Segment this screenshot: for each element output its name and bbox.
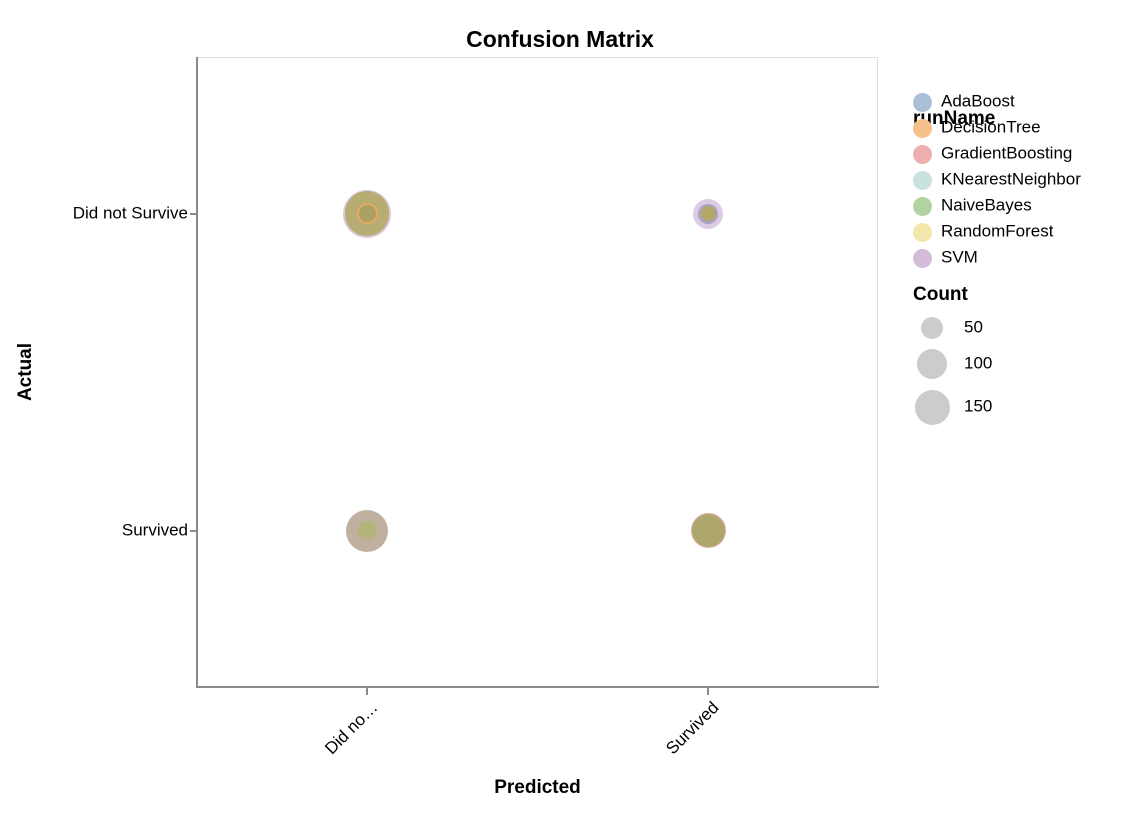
size-legend-swatch	[917, 349, 947, 379]
y-tick-label: Did not Survive	[72, 203, 188, 223]
size-legend-swatch	[921, 317, 943, 339]
y-tick-label: Survived	[121, 520, 188, 540]
legend-entry-label: SVM	[941, 247, 978, 267]
confusion-cell-bubble	[357, 521, 377, 540]
legend-entry-label: NaiveBayes	[941, 195, 1032, 215]
confusion-cell-bubble	[690, 513, 726, 548]
legend-color-swatch	[912, 118, 932, 138]
legend-color-swatch	[912, 144, 932, 164]
x-tick-label: Did no…	[321, 697, 382, 759]
y-axis-title: Actual	[15, 342, 36, 402]
legend-color-swatch	[912, 196, 932, 216]
x-tick-mark	[366, 688, 368, 695]
legend-color-swatch	[912, 222, 932, 242]
x-tick-label: Survived	[662, 697, 723, 759]
chart-title: Confusion Matrix	[466, 26, 654, 52]
legend-entry-label: RandomForest	[941, 221, 1054, 241]
size-legend-swatch	[914, 389, 950, 425]
y-tick-mark	[190, 529, 197, 532]
legend-color-swatch	[912, 92, 932, 112]
legend-entry-label: AdaBoost	[941, 91, 1015, 111]
plot-area	[197, 57, 878, 687]
legend-entry-label: GradientBoosting	[941, 143, 1073, 163]
size-legend-label: 100	[964, 353, 993, 373]
size-legend-label: 50	[964, 317, 983, 337]
x-tick-mark	[707, 688, 709, 695]
legend-entry-label: KNearestNeighbor	[941, 169, 1081, 189]
legend-color-swatch	[912, 248, 932, 268]
x-axis-domain-line	[196, 686, 879, 688]
size-legend-title: Count	[913, 284, 968, 305]
confusion-cell-bubble	[356, 203, 378, 224]
legend-entry-label: DecisionTree	[941, 117, 1041, 137]
color-legend-title: runName	[913, 108, 996, 129]
x-axis-title: Predicted	[494, 777, 581, 798]
y-tick-mark	[190, 212, 197, 215]
legend-color-swatch	[912, 170, 932, 190]
confusion-cell-bubble	[700, 206, 716, 221]
y-axis-domain-line	[196, 57, 198, 688]
size-legend-label: 150	[964, 396, 993, 416]
